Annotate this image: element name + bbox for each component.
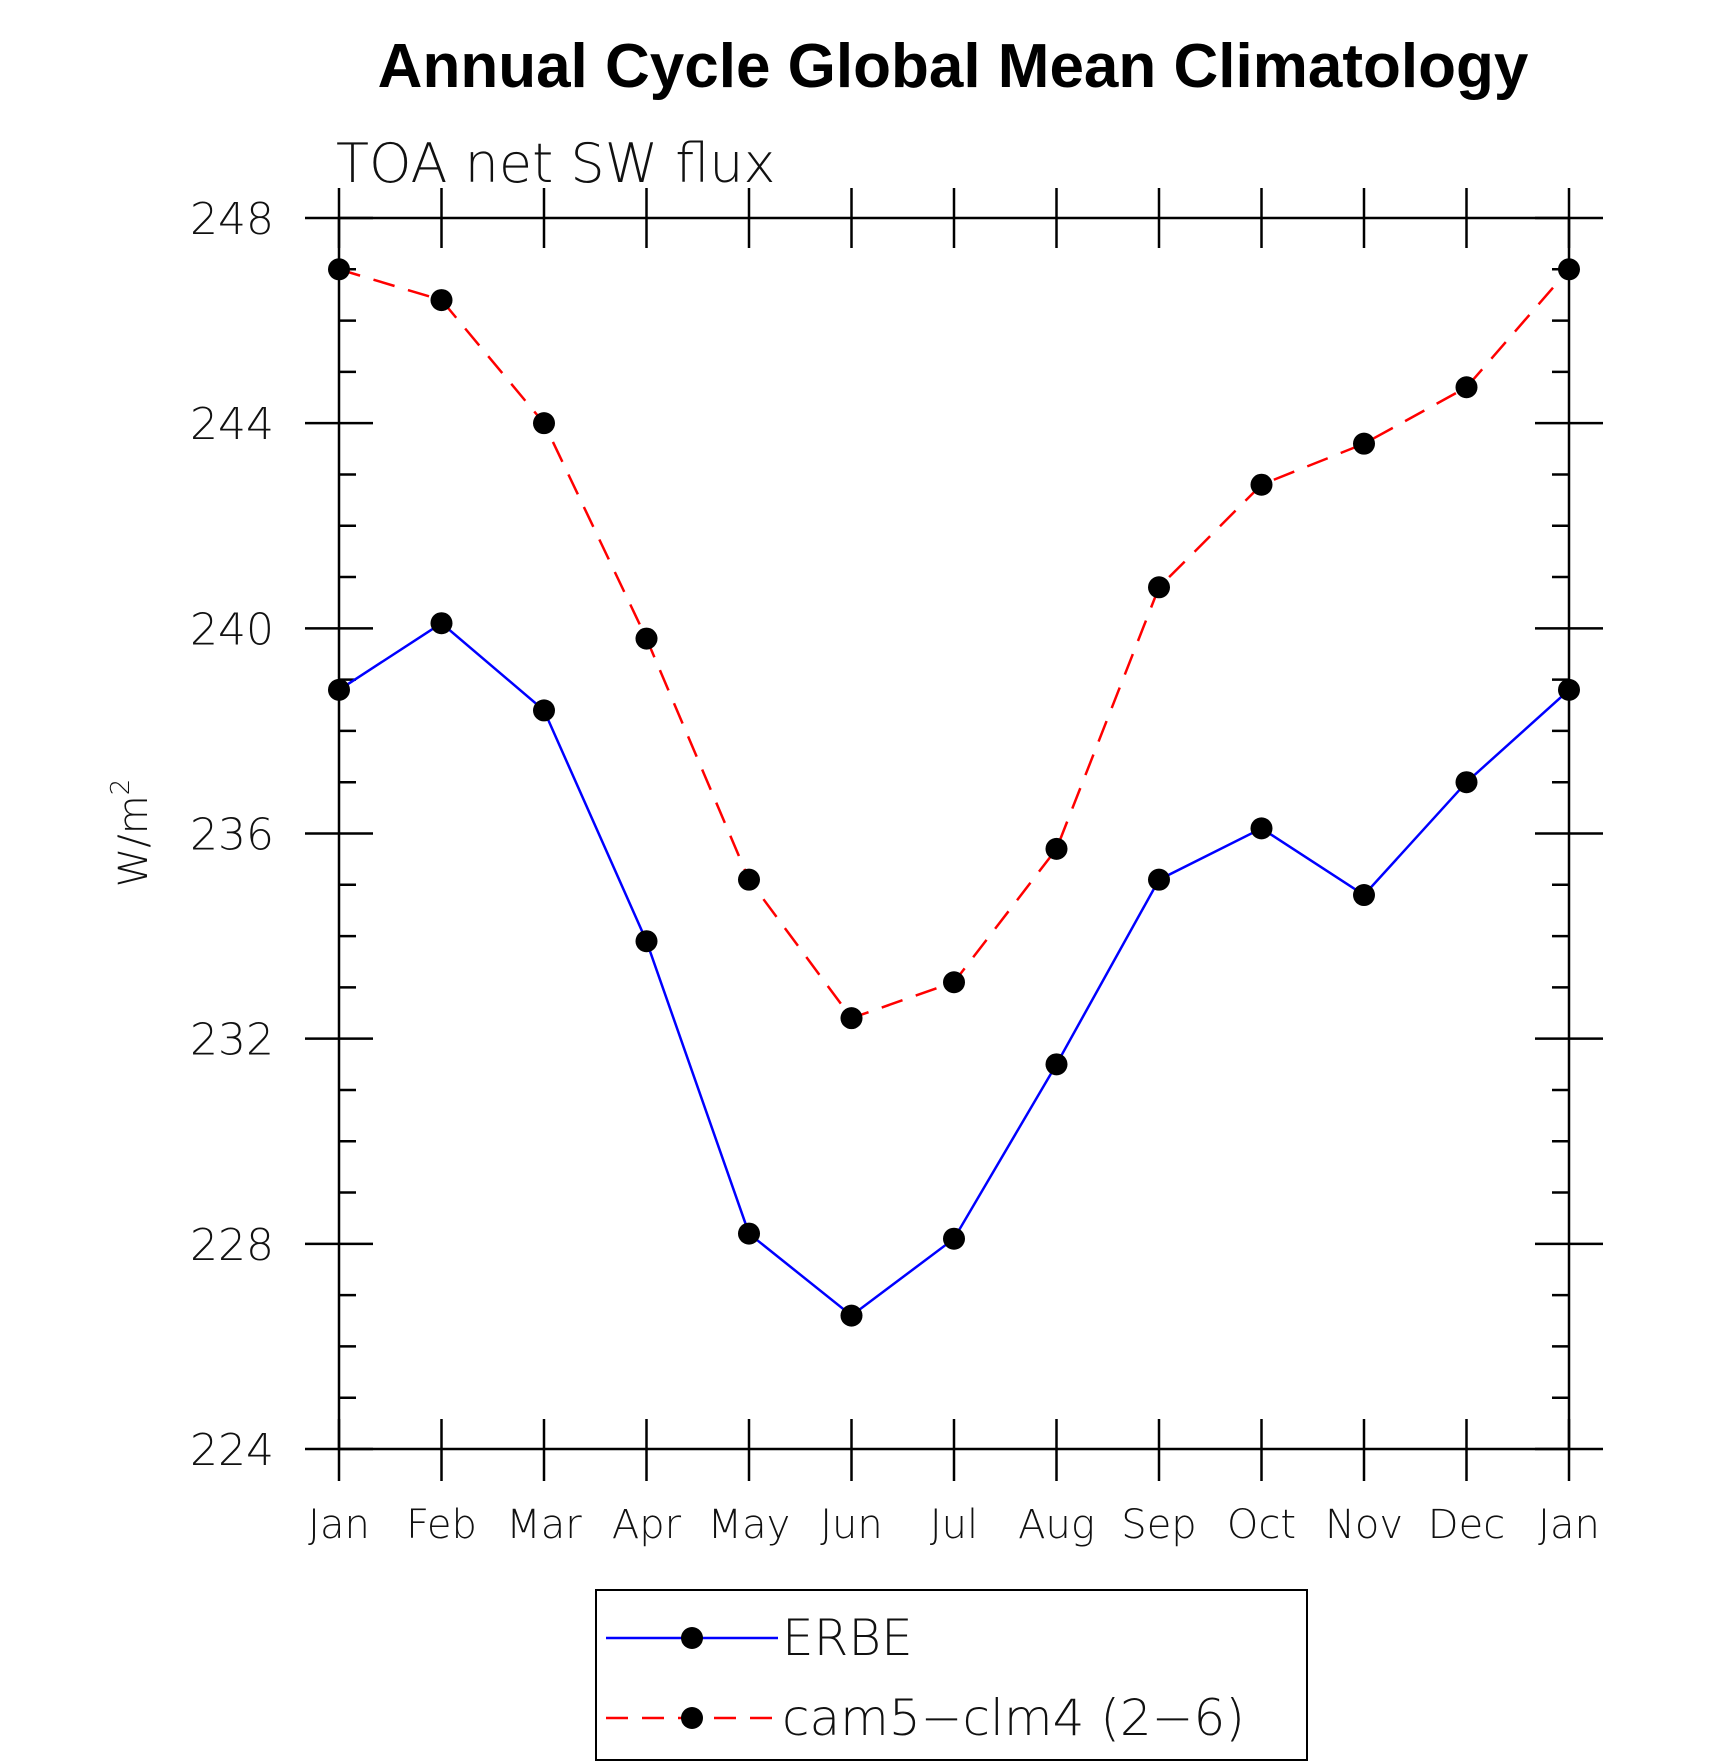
y-tick-label: 244 [190,399,274,450]
y-tick-label: 236 [190,810,274,861]
x-tick-label: Sep [1121,1502,1196,1548]
data-point [533,699,555,722]
x-tick-label: Nov [1325,1502,1403,1548]
data-point [1148,576,1170,599]
y-tick-label: 248 [190,194,274,245]
series-1 [328,258,1580,1030]
data-point [430,612,453,635]
axis-ticks [305,188,1603,1481]
data-point [1250,473,1273,496]
data-point [1353,432,1375,455]
data-point [738,868,760,891]
data-point [635,627,658,650]
y-tick-label: 240 [190,604,274,655]
data-point [1250,817,1273,840]
chart-title: Annual Cycle Global Mean Climatology [378,32,1529,101]
y-tick-label: 224 [190,1425,274,1476]
data-point [943,971,965,994]
series-layer [328,258,1580,1327]
legend-marker-cam5 [681,1707,703,1729]
legend: ERBE cam5−clm4 (2−6) [595,1589,1308,1761]
data-point [840,1304,863,1327]
x-tick-label: Jan [308,1502,370,1548]
data-point [840,1007,863,1030]
series-line [338,621,1570,1318]
data-point [430,289,453,312]
x-tick-label: Dec [1428,1502,1505,1548]
data-point [738,1222,760,1245]
series-0 [328,612,1580,1327]
x-tick-label: Feb [406,1502,477,1548]
data-point [1353,884,1375,907]
svg-text:W/m2: W/m2 [106,779,157,888]
data-point [943,1227,965,1250]
y-tick-label: 232 [190,1015,274,1066]
legend-label-cam5: cam5−clm4 (2−6) [782,1689,1245,1747]
data-point [635,930,658,953]
data-point [533,412,555,435]
plot-frame [337,216,1571,1451]
legend-box [595,1589,1308,1761]
series-line [338,268,1570,1020]
data-point [1148,868,1170,891]
chart-subtitle: TOA net SW flux [336,132,775,195]
y-axis-label-text: W/m [111,795,157,887]
x-tick-label: Jun [820,1502,883,1548]
x-tick-labels: Jan Feb Mar Apr May Jun Jul Aug Sep Oct Nov Dec Jan [308,1502,1600,1548]
legend-label-erbe: ERBE [782,1609,913,1667]
x-tick-label: Oct [1227,1502,1296,1548]
x-tick-label: Jan [1538,1502,1600,1548]
x-tick-label: Mar [506,1502,582,1548]
x-tick-label: Apr [612,1502,682,1548]
y-axis-label-superscript: 2 [106,779,136,796]
legend-marker-erbe [681,1627,703,1649]
data-point [1045,837,1068,860]
y-tick-label: 228 [190,1220,274,1271]
x-tick-label: May [708,1502,791,1548]
y-axis-label: W/m2 [106,779,157,888]
x-tick-label: Jul [930,1502,978,1548]
data-point [1045,1053,1068,1076]
data-point [1455,376,1478,399]
x-tick-label: Aug [1018,1502,1095,1548]
data-point [1455,771,1478,794]
y-tick-labels: 224 228 232 236 240 244 248 [190,194,274,1476]
